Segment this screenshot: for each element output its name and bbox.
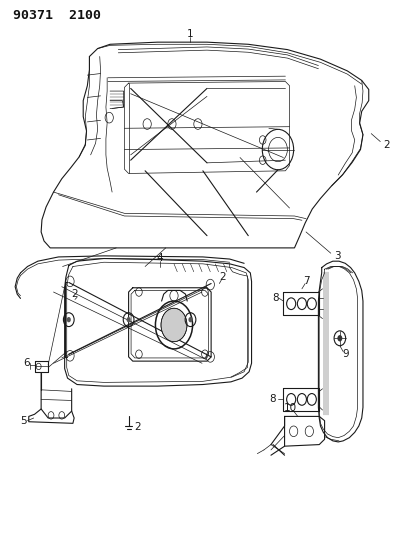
Circle shape <box>188 317 192 322</box>
Text: 2: 2 <box>71 289 77 299</box>
Text: 8: 8 <box>269 394 275 405</box>
Text: 2: 2 <box>134 422 141 432</box>
Text: 2: 2 <box>219 272 225 282</box>
Text: 5: 5 <box>20 416 26 426</box>
Text: 10: 10 <box>283 403 296 413</box>
Text: 9: 9 <box>341 349 348 359</box>
Text: 4: 4 <box>156 253 162 263</box>
Text: 90371  2100: 90371 2100 <box>13 9 101 22</box>
Circle shape <box>66 317 71 322</box>
Circle shape <box>126 317 131 322</box>
Text: 6: 6 <box>23 358 29 368</box>
Text: 7: 7 <box>303 276 309 286</box>
Text: 2: 2 <box>382 140 389 150</box>
Text: 1: 1 <box>187 29 193 39</box>
Circle shape <box>337 335 342 342</box>
Text: 3: 3 <box>333 251 339 261</box>
Circle shape <box>161 308 187 342</box>
Text: 8: 8 <box>271 293 278 303</box>
